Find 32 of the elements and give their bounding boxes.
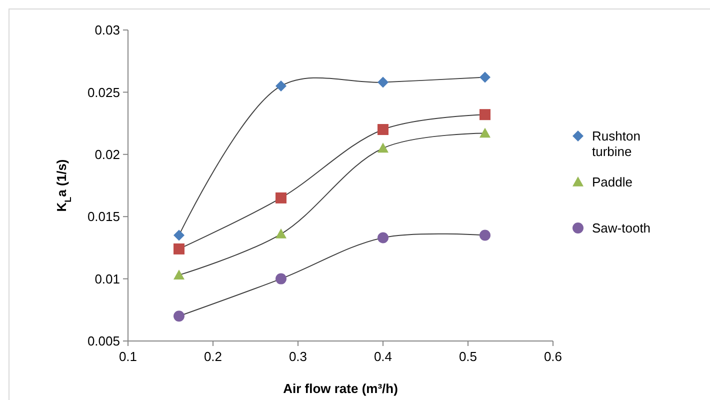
point	[174, 230, 184, 241]
y-tick-label: 0.025	[87, 84, 120, 100]
x-tick-label: 0.2	[204, 349, 222, 364]
point	[378, 124, 388, 136]
point	[276, 228, 286, 238]
x-tick-label: 0.4	[374, 349, 392, 364]
point	[174, 310, 184, 322]
point	[378, 232, 388, 244]
point	[480, 230, 490, 241]
point	[378, 142, 388, 153]
x-tick-label: 0.6	[544, 349, 562, 364]
point	[276, 273, 286, 284]
point	[480, 109, 490, 120]
y-tick-label: 0.02	[94, 146, 120, 162]
x-tick-label: 0.5	[458, 349, 478, 364]
point	[276, 192, 286, 204]
y-tick-label: 0.005	[87, 334, 120, 349]
point	[480, 72, 490, 83]
legend-label: Saw-tooth	[592, 220, 651, 236]
point	[378, 76, 388, 88]
point	[174, 243, 184, 254]
point	[276, 80, 286, 92]
point	[480, 128, 490, 138]
y-tick-label: 0.03	[94, 22, 120, 38]
y-tick-label: 0.015	[87, 209, 120, 224]
legend-label: Rushton turbine	[592, 128, 640, 160]
point	[174, 270, 184, 280]
y-tick-label: 0.01	[94, 271, 120, 286]
x-tick-label: 0.1	[118, 349, 138, 364]
x-tick-label: 0.3	[288, 349, 308, 364]
legend-label: Paddle	[592, 174, 632, 190]
x-axis-title: Air flow rate (m³/h)	[283, 381, 398, 396]
